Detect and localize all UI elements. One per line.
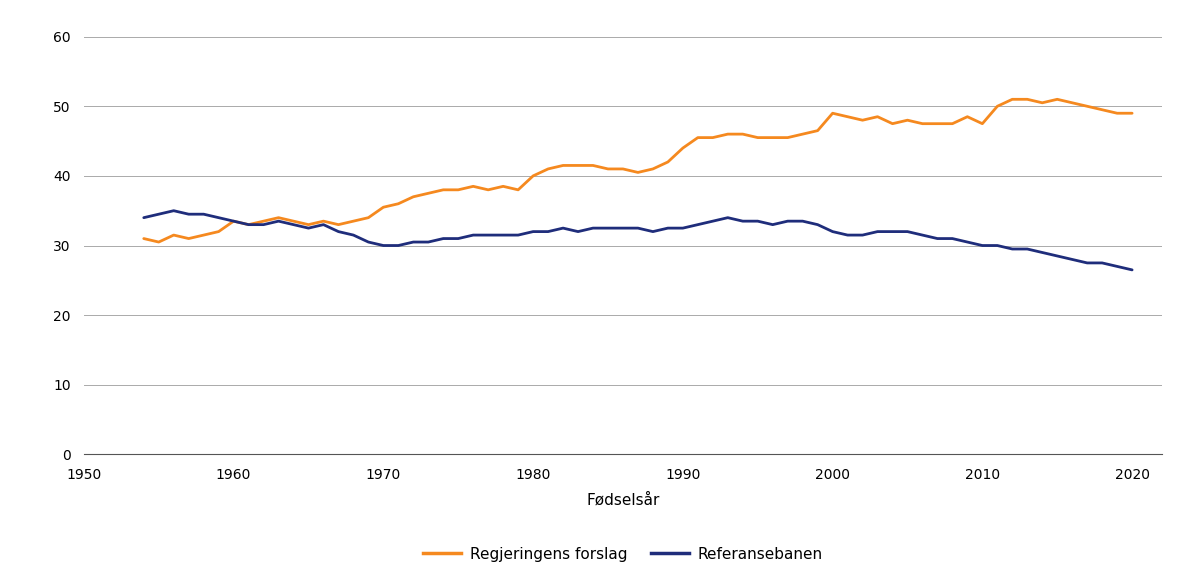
X-axis label: Fødselsår: Fødselsår [586,492,660,508]
Legend: Regjeringens forslag, Referansebanen: Regjeringens forslag, Referansebanen [417,540,829,567]
